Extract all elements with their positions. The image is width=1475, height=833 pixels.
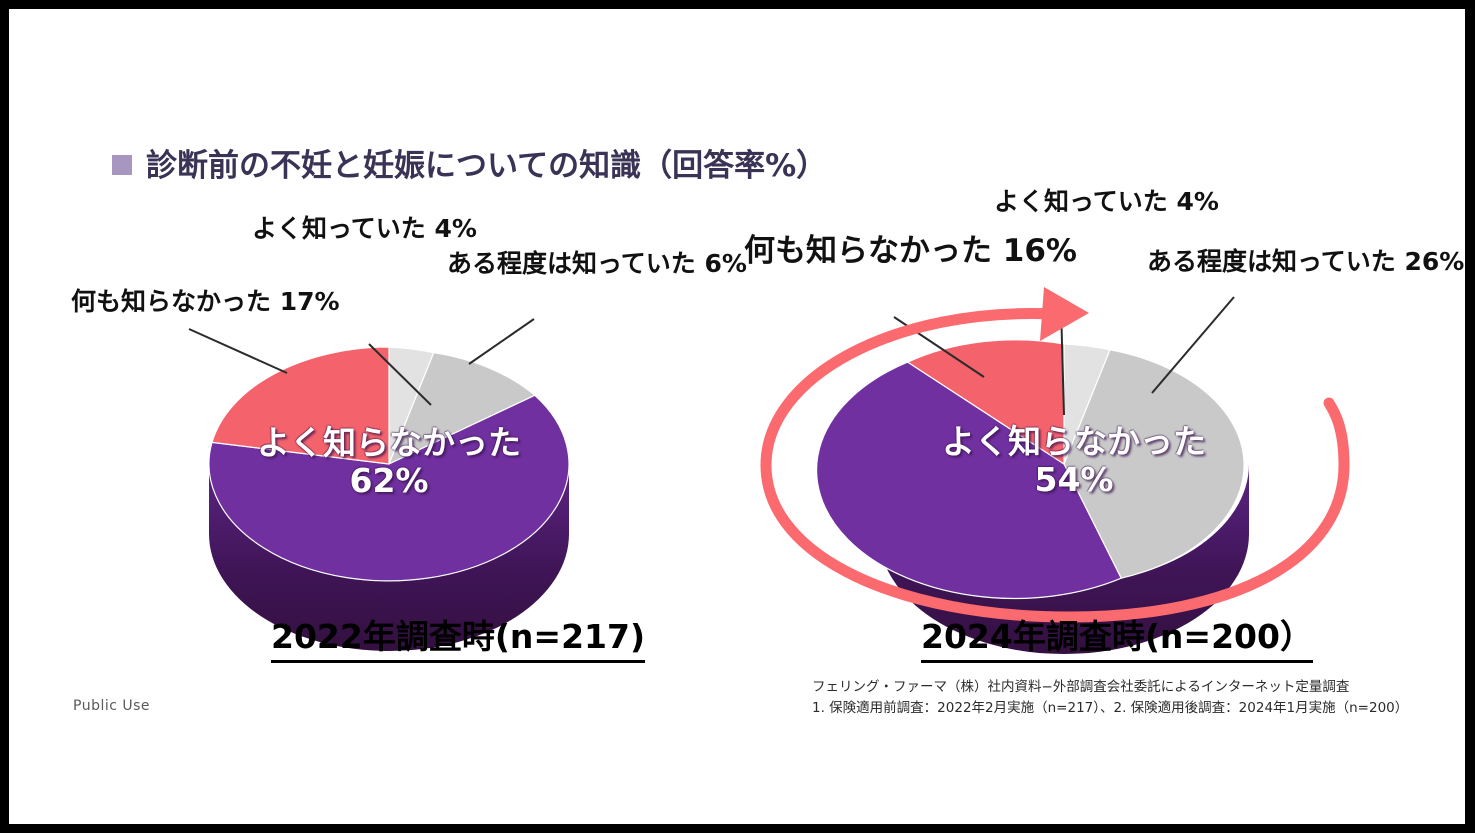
pie-2022-leader-well-known <box>368 343 432 406</box>
pie-2024-leader-somewhat-known <box>1151 296 1235 394</box>
source-footnote-line-2: 1. 保険適用前調査：2022年2月実施（n=217）、2. 保険適用後調査：2… <box>812 699 1409 716</box>
pie-2024-callout-well-known-name: よく知っていた <box>994 187 1168 216</box>
pie-2024-callout-knew-nothing-name: 何も知らなかった <box>744 233 992 269</box>
pie-2022-callout-somewhat-known-value: 6% <box>704 249 747 278</box>
pie-chart-2024: よく知らなかった 54% <box>744 296 1404 654</box>
pie-2024-callout-somewhat-known-value: 26% <box>1404 247 1465 276</box>
pie-2022-callout-well-known: よく知っていた 4% <box>252 214 477 243</box>
pie-2022-callout-somewhat-known: ある程度は知っていた 6% <box>447 249 747 278</box>
pie-2022-callout-knew-nothing: 何も知らなかった 17% <box>71 287 340 316</box>
page-title: 診断前の不妊と妊娠についての知識（回答率%） <box>146 148 828 184</box>
pie-2022-svg <box>188 318 570 651</box>
source-footnote: フェリング・ファーマ（株）社内資料−外部調査会社委託によるインターネット定量調査… <box>812 677 1408 719</box>
pie-chart-2022: よく知らなかった 62% <box>69 309 709 651</box>
slide-canvas: 診断前の不妊と妊娠についての知識（回答率%） <box>9 9 1465 824</box>
pie-2024-svg <box>816 296 1249 654</box>
pie-2022-callout-well-known-value: 4% <box>434 214 477 243</box>
pie-2024-callout-well-known-value: 4% <box>1176 187 1219 216</box>
pie-2022-slice-not-well-known <box>208 394 570 582</box>
pie-2024-callout-knew-nothing: 何も知らなかった 16% <box>744 233 1077 270</box>
pie-2022-slice-somewhat-known <box>387 352 536 466</box>
pie-2022-leader-knew-nothing <box>188 328 288 374</box>
pie-2024-callout-somewhat-known: ある程度は知っていた 26% <box>1147 247 1464 276</box>
public-use-marking: Public Use <box>73 698 151 714</box>
pie-2024-callout-somewhat-known-name: ある程度は知っていた <box>1147 247 1396 276</box>
pie-2022-slice-knew-nothing <box>211 346 390 465</box>
pie-2024-callout-well-known: よく知っていた 4% <box>994 187 1219 216</box>
pie-2022-callout-somewhat-known-name: ある程度は知っていた <box>447 249 696 278</box>
pie-2024-caption: 2024年調査時(n=200） <box>921 610 1313 663</box>
slide-title-row: 診断前の不妊と妊娠についての知識（回答率%） <box>112 140 827 185</box>
pie-2022-callout-knew-nothing-value: 17% <box>279 287 340 316</box>
pie-2024-callout-knew-nothing-value: 16% <box>1002 233 1077 269</box>
pie-2022-depth <box>209 464 569 651</box>
square-bullet-icon <box>112 154 132 175</box>
pie-2022-leader-somewhat-known <box>468 318 535 365</box>
pie-2022-callout-knew-nothing-name: 何も知らなかった <box>71 287 272 316</box>
pie-2022-caption: 2022年調査時(n=217) <box>271 610 646 663</box>
source-footnote-line-1: フェリング・ファーマ（株）社内資料−外部調査会社委託によるインターネット定量調査 <box>812 679 1350 695</box>
pie-2022-callout-well-known-name: よく知っていた <box>252 214 426 243</box>
